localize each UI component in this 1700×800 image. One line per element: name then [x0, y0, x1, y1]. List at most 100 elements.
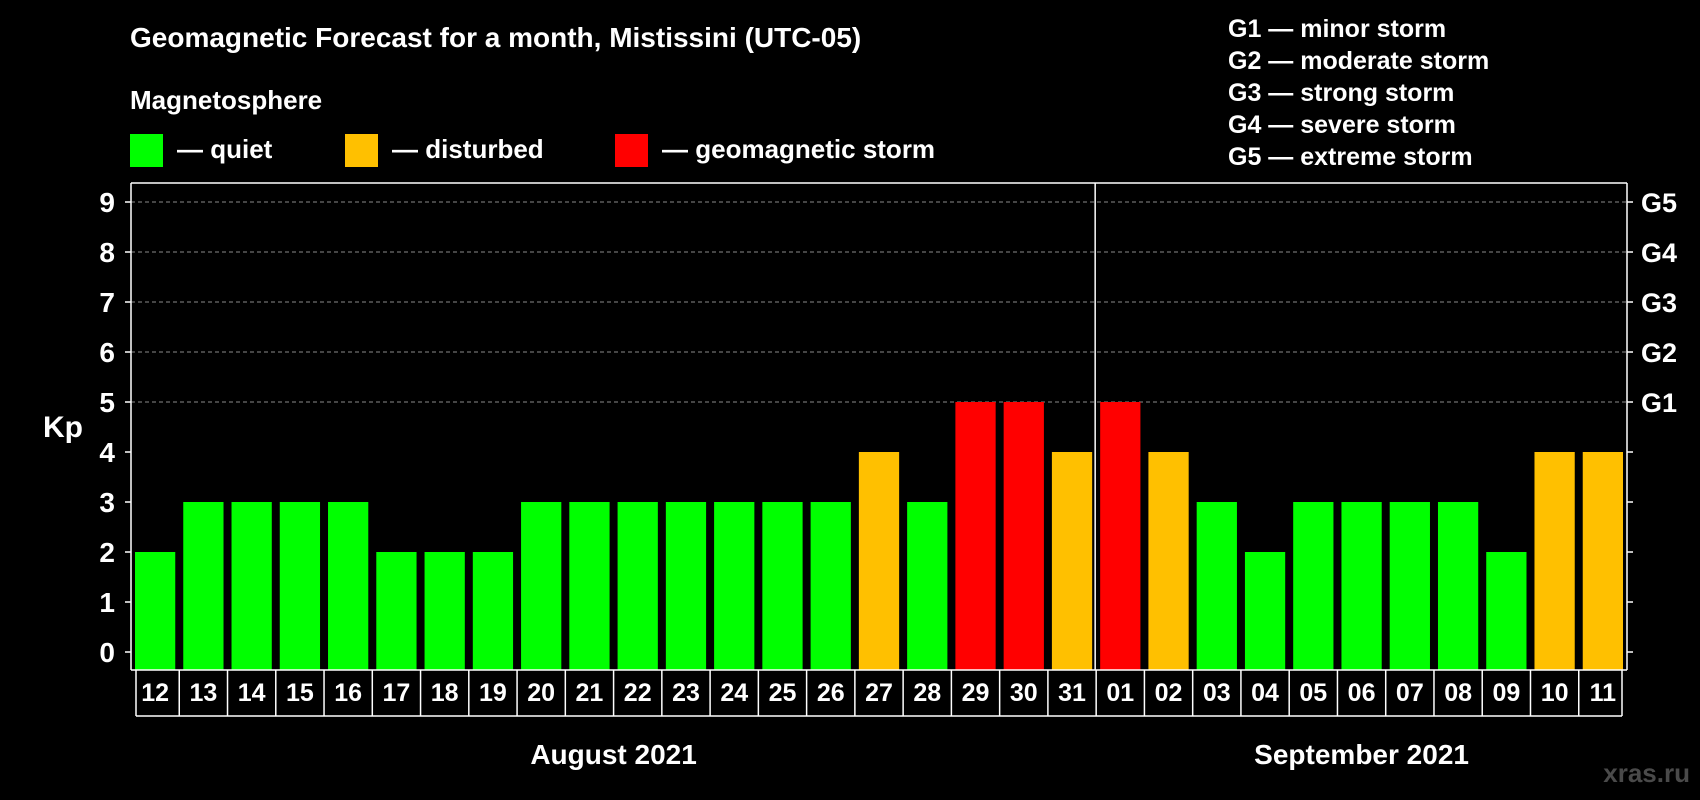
bar-10: [1534, 452, 1575, 670]
x-tick-label: 08: [1444, 679, 1472, 707]
x-tick-label: 01: [1106, 679, 1134, 707]
storm-scale-list: G1 — minor storm G2 — moderate storm G3 — …: [1228, 15, 1489, 171]
legend-swatch-disturbed: [345, 134, 378, 167]
bar-08: [1437, 502, 1479, 670]
x-tick-label: 15: [286, 679, 314, 707]
x-tick-label: 29: [962, 679, 990, 707]
bar-31: [1051, 452, 1093, 670]
bar-27: [858, 452, 900, 670]
right-axis-label: G5: [1641, 188, 1677, 218]
x-tick-label: 26: [817, 679, 845, 707]
month-label: September 2021: [1254, 739, 1469, 770]
legend-label-disturbed: — disturbed: [392, 134, 544, 164]
x-tick-label: 21: [576, 679, 604, 707]
x-tick-label: 02: [1155, 679, 1183, 707]
y-tick-label: 1: [99, 587, 115, 618]
x-tick-label: 05: [1299, 679, 1327, 707]
bar-20: [521, 502, 562, 670]
x-tick-label: 31: [1058, 679, 1086, 707]
bar-11: [1582, 452, 1623, 670]
bar-29: [955, 402, 996, 670]
legend-label-quiet: — quiet: [177, 134, 273, 164]
x-tick-label: 19: [479, 679, 507, 707]
y-axis-label: Kp: [43, 411, 83, 444]
axes: 0 1 2 3 4 5 6 7 8 9 G1 G2 G3 G4 G5: [99, 182, 1677, 671]
chart-title: Geomagnetic Forecast for a month, Mistis…: [130, 22, 861, 53]
bar-09: [1486, 552, 1527, 670]
x-tick-label: 22: [624, 679, 652, 707]
x-tick-label: 25: [769, 679, 797, 707]
x-tick-label: 12: [141, 679, 169, 707]
y-tick-label: 4: [99, 437, 115, 468]
bar-14: [231, 502, 272, 670]
bar-17: [376, 552, 417, 670]
watermark: xras.ru: [1603, 758, 1690, 788]
bar-26: [810, 502, 851, 670]
storm-scale-item: G4 — severe storm: [1228, 111, 1456, 139]
legend: — quiet — disturbed — geomagnetic storm: [130, 134, 935, 167]
x-tick-label: 18: [431, 679, 459, 707]
bar-07: [1389, 502, 1430, 670]
month-labels: August 2021 September 2021: [530, 739, 1469, 770]
bar-28: [907, 502, 948, 670]
y-tick-label: 9: [99, 187, 115, 218]
x-tick-label: 11: [1590, 679, 1617, 707]
bar-12: [135, 552, 176, 670]
bar-13: [183, 502, 224, 670]
y-tick-label: 3: [99, 487, 115, 518]
x-tick-label: 23: [672, 679, 700, 707]
bar-15: [279, 502, 321, 670]
bar-18: [424, 552, 465, 670]
x-axis-labels: 12 13 14 15 16 17 18 19 20 21 22 23 24 25 26 27 28 29 30 31…: [135, 670, 1623, 717]
y-tick-label: 2: [99, 537, 115, 568]
storm-scale-item: G1 — minor storm: [1228, 15, 1446, 43]
y-tick-label: 0: [99, 637, 115, 668]
x-tick-label: 28: [913, 679, 941, 707]
right-axis-label: G4: [1641, 238, 1677, 268]
bar-05: [1293, 502, 1334, 670]
storm-scale-item: G3 — strong storm: [1228, 79, 1454, 107]
bar-24: [714, 502, 755, 670]
legend-label-storm: — geomagnetic storm: [662, 134, 935, 164]
storm-scale-item: G5 — extreme storm: [1228, 143, 1473, 171]
right-axis-label: G2: [1641, 338, 1677, 368]
x-tick-label: 09: [1492, 679, 1520, 707]
storm-scale-item: G2 — moderate storm: [1228, 47, 1489, 75]
x-tick-label: 10: [1541, 679, 1569, 707]
legend-swatch-storm: [615, 134, 648, 167]
bar-21: [569, 502, 610, 670]
x-tick-label: 20: [527, 679, 555, 707]
x-tick-label: 24: [720, 679, 748, 707]
grid: [131, 201, 1627, 403]
bar-19: [472, 552, 514, 670]
x-tick-label: 04: [1251, 679, 1279, 707]
x-tick-label: 27: [865, 679, 893, 707]
bar-22: [617, 502, 658, 670]
y-tick-label: 7: [99, 287, 115, 318]
legend-swatch-quiet: [130, 134, 163, 167]
y-tick-label: 5: [99, 387, 115, 418]
x-tick-label: 13: [189, 679, 217, 707]
bar-03: [1196, 502, 1237, 670]
bar-23: [665, 502, 707, 670]
x-tick-label: 06: [1348, 679, 1376, 707]
y-tick-label: 6: [99, 337, 115, 368]
x-tick-label: 30: [1010, 679, 1038, 707]
right-axis-label: G3: [1641, 288, 1677, 318]
bars: [135, 402, 1623, 670]
y-tick-label: 8: [99, 237, 115, 268]
x-tick-label: 03: [1203, 679, 1231, 707]
legend-heading: Magnetosphere: [130, 85, 322, 115]
bar-02: [1148, 452, 1189, 670]
bar-01: [1100, 402, 1141, 670]
bar-16: [328, 502, 369, 670]
month-label: August 2021: [530, 739, 697, 770]
x-tick-label: 07: [1396, 679, 1424, 707]
bar-04: [1244, 552, 1286, 670]
bar-30: [1003, 402, 1044, 670]
x-tick-label: 16: [334, 679, 362, 707]
x-tick-label: 14: [238, 679, 266, 707]
x-tick-label: 17: [383, 679, 411, 707]
right-axis-label: G1: [1641, 388, 1677, 418]
